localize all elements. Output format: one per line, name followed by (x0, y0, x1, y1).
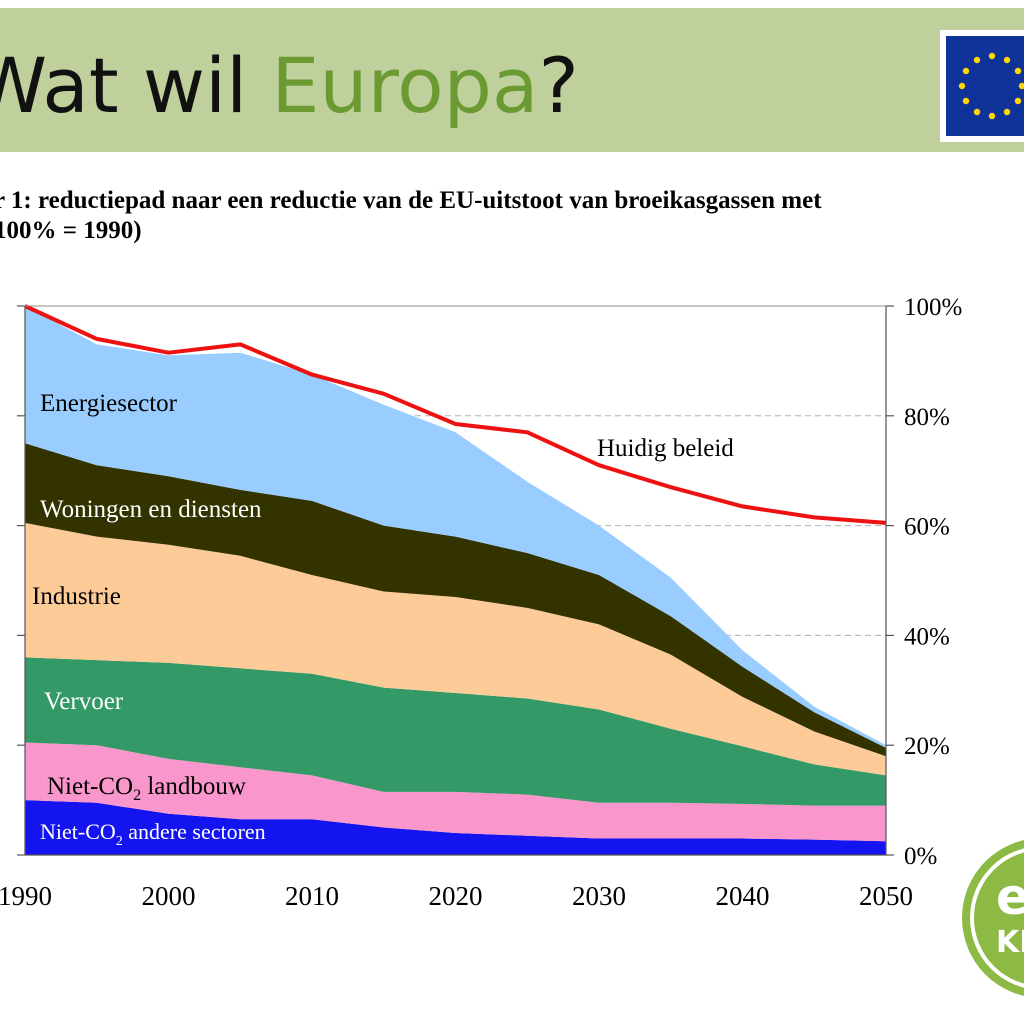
flag-star (1014, 97, 1022, 105)
y-tick-label: 60% (904, 514, 950, 541)
area-woningen-en-diensten (25, 443, 886, 757)
huidig-beleid-line (24, 304, 887, 525)
logo-letters-ki: KI (996, 925, 1024, 960)
y-tick-label: 80% (904, 404, 950, 431)
flag-star (973, 56, 981, 64)
area-niet-co2-landbouw (25, 742, 886, 842)
label-niet-co2-andere-sectoren: Niet-CO2 andere sectoren (40, 819, 266, 849)
flag-star (1014, 67, 1022, 75)
area-energiesector (25, 306, 886, 748)
area-industrie (25, 522, 886, 776)
eu-flag-icon (940, 30, 1024, 142)
x-tick-label: 2040 (716, 881, 770, 911)
emissions-area-chart: 0% 20% 40% 60% 80% 100% 1990 2000 2010 2020 2030 20… (0, 294, 962, 911)
label-niet-co2-landbouw: Niet-CO2 landbouw (47, 773, 246, 804)
flag-star (1018, 82, 1024, 90)
e-logo-icon: e KI (956, 832, 1024, 1008)
area-niet-co2-andere-sectoren (25, 800, 886, 855)
flag-star (973, 108, 981, 116)
title-prefix: Wat wil (0, 41, 272, 130)
title-suffix: ? (538, 41, 579, 130)
flag-star (1003, 108, 1011, 116)
caption-line-2: 100% = 1990) (0, 217, 142, 244)
x-tick-label: 2030 (572, 881, 626, 911)
flag-star (962, 97, 970, 105)
label-industrie: Industrie (32, 583, 121, 610)
flag-star (988, 52, 996, 60)
area-vervoer (25, 657, 886, 806)
caption-line-1: r 1: reductiepad naar een reductie van d… (0, 187, 822, 214)
x-tick-label: 2010 (285, 881, 339, 911)
logo-letter-e: e (996, 868, 1024, 926)
label-woningen-en-diensten: Woningen en diensten (40, 496, 262, 523)
flag-star (958, 82, 966, 90)
chart-caption: r 1: reductiepad naar een reductie van d… (0, 186, 1014, 246)
title-accent: Europa (271, 41, 539, 130)
y-tick-label: 20% (904, 733, 950, 760)
flag-star (988, 112, 996, 120)
label-energiesector: Energiesector (40, 390, 178, 417)
label-vervoer: Vervoer (44, 688, 124, 715)
flag-star (962, 67, 970, 75)
label-huidig-beleid: Huidig beleid (597, 435, 734, 462)
y-tick-label: 100% (904, 294, 962, 321)
x-tick-label: 2020 (429, 881, 483, 911)
x-tick-label: 2000 (142, 881, 196, 911)
x-tick-label: 2050 (859, 881, 913, 911)
y-tick-label: 40% (904, 623, 950, 650)
flag-star (1003, 56, 1011, 64)
slide-title: Wat wil Europa? (0, 42, 579, 130)
x-tick-label: 1990 (0, 881, 52, 911)
y-tick-label: 0% (904, 843, 937, 870)
header-bar: Wat wil Europa? (0, 8, 1024, 152)
